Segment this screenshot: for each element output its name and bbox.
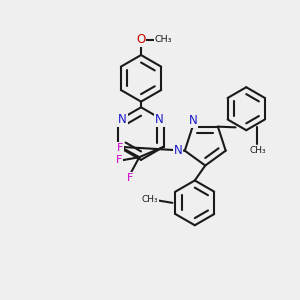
Text: F: F [117, 142, 123, 153]
Text: N: N [118, 113, 127, 126]
Text: F: F [116, 155, 122, 165]
Text: N: N [155, 113, 164, 126]
Text: N: N [189, 114, 198, 127]
Text: O: O [136, 33, 146, 46]
Text: CH₃: CH₃ [154, 35, 172, 44]
Text: N: N [174, 144, 183, 157]
Text: F: F [127, 173, 134, 183]
Text: CH₃: CH₃ [249, 146, 266, 155]
Text: CH₃: CH₃ [141, 195, 158, 204]
